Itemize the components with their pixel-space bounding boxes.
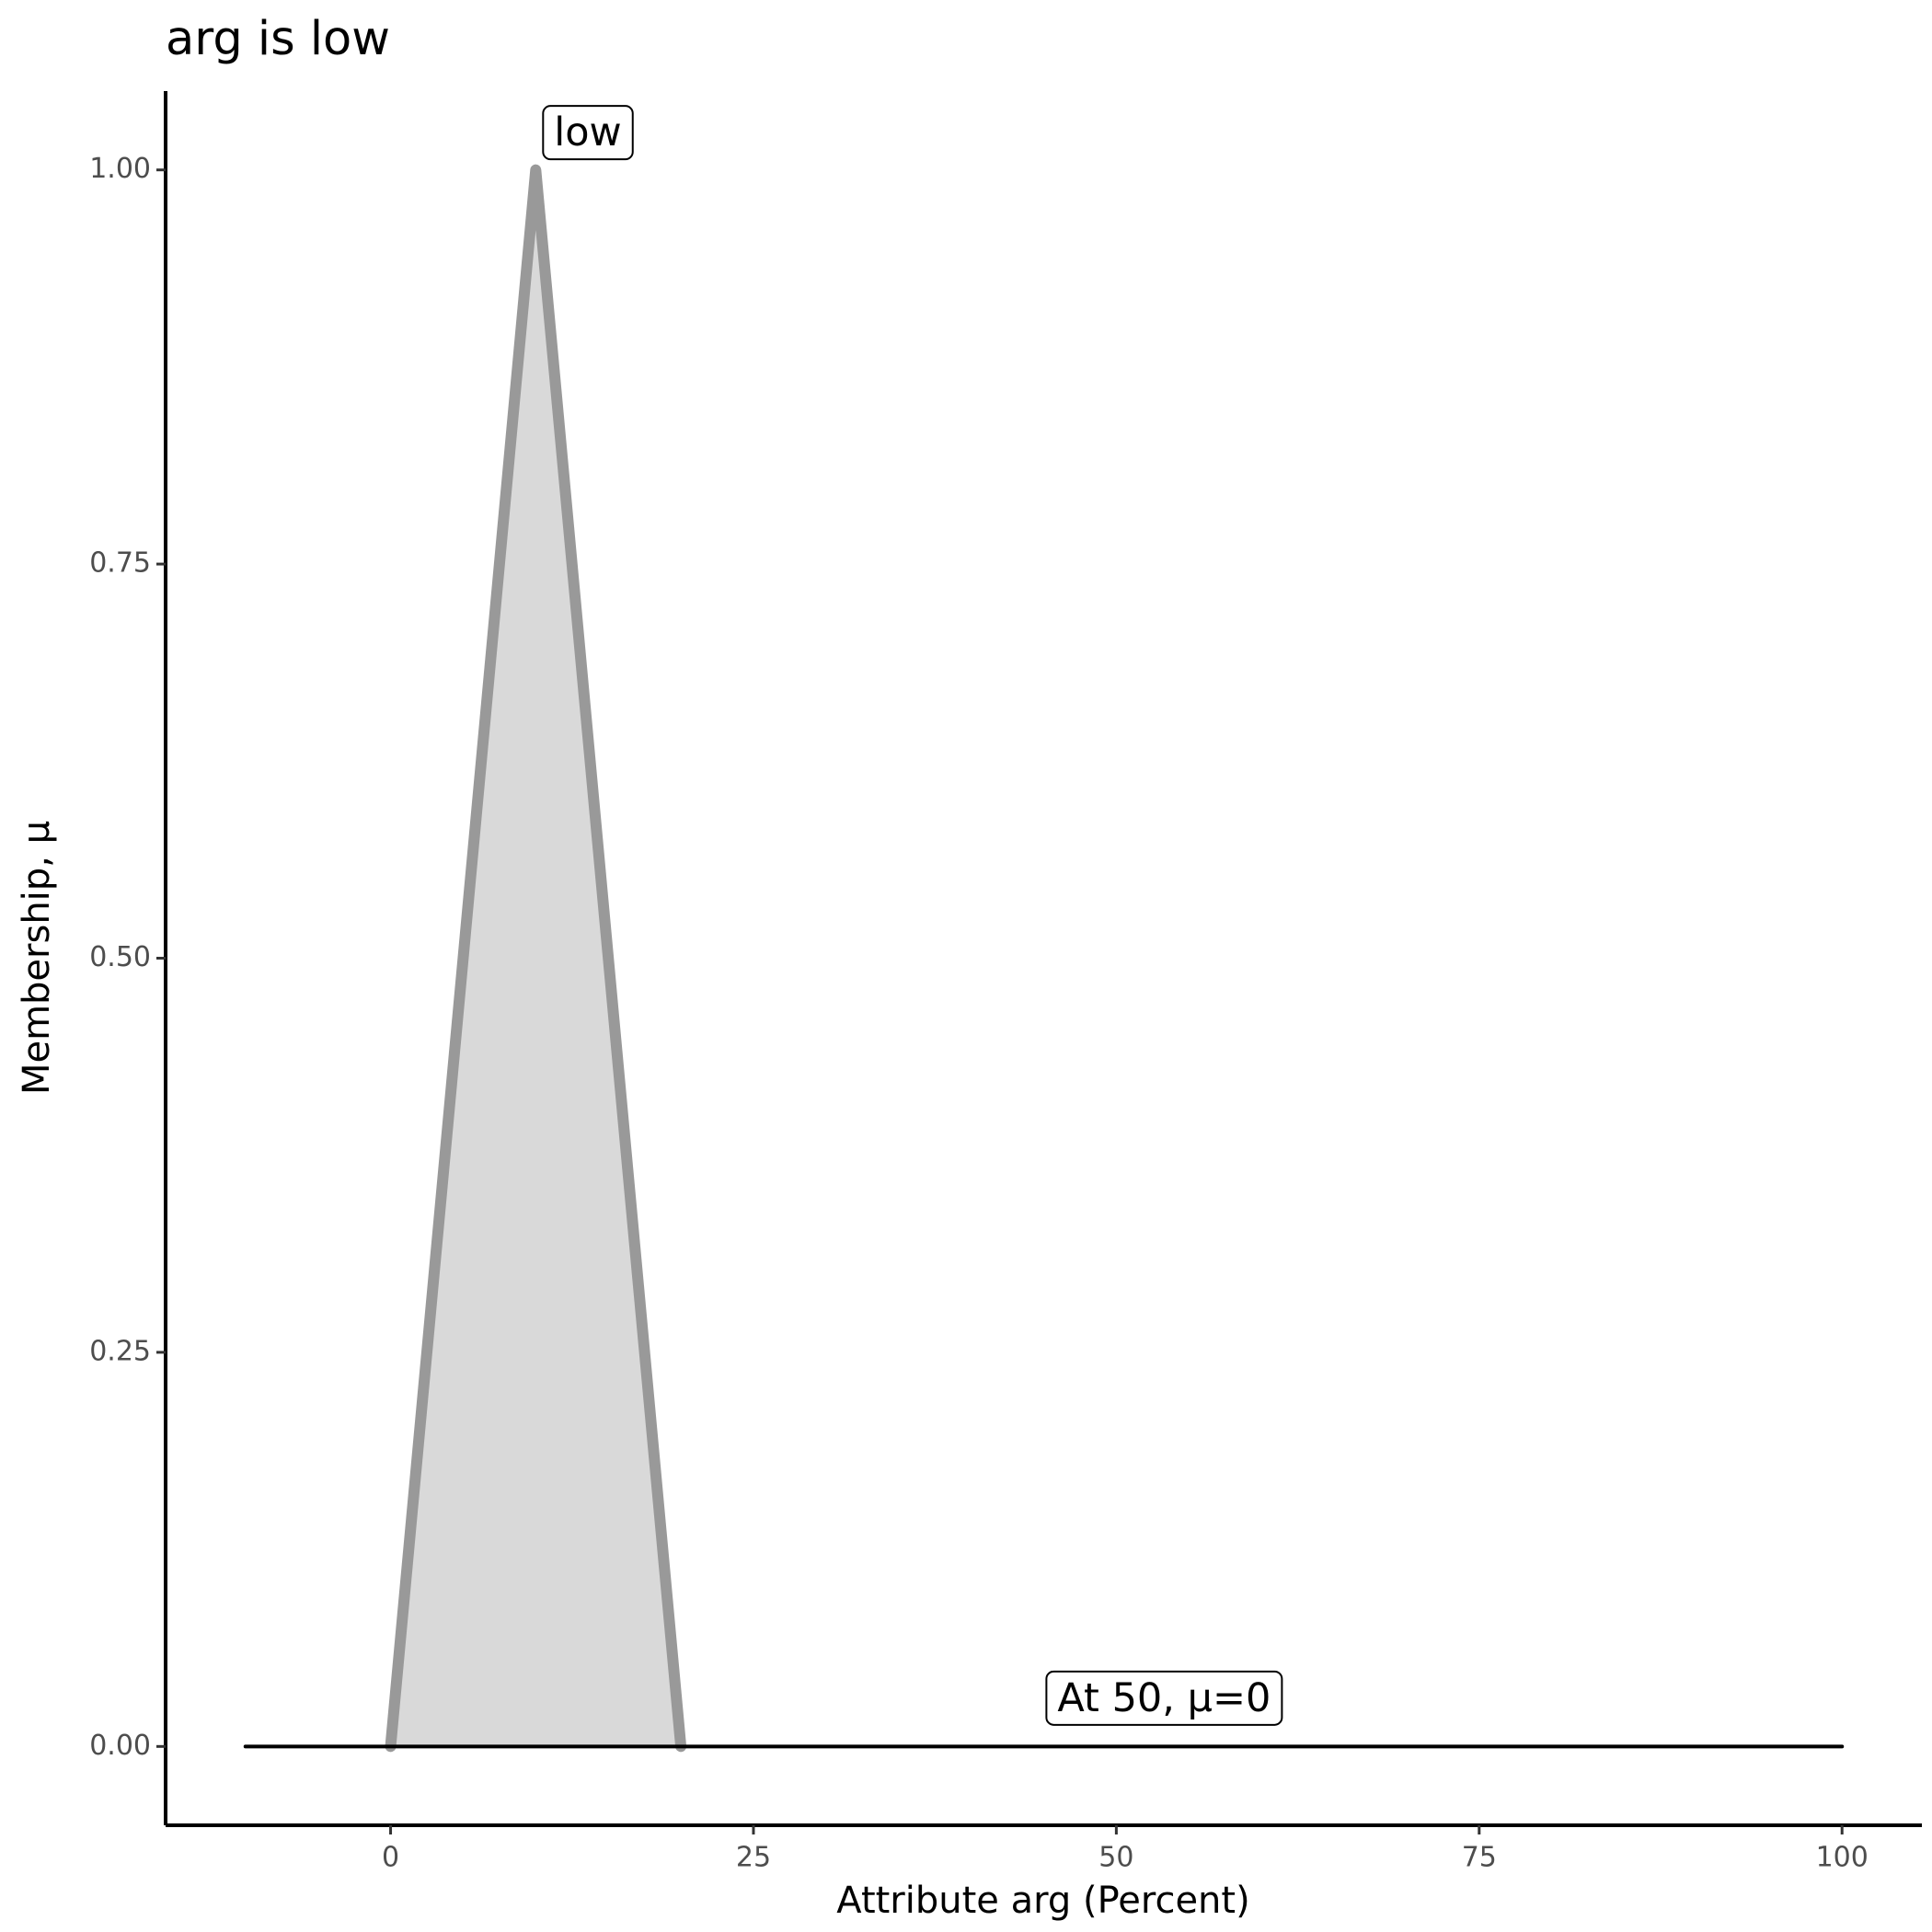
x-tick-label: 100 xyxy=(1816,1842,1869,1874)
annotation-box xyxy=(542,105,634,161)
annotation-box xyxy=(1045,1670,1283,1726)
y-tick-label: 0.25 xyxy=(89,1335,151,1367)
y-tick-label: 0.00 xyxy=(89,1730,151,1762)
y-tick-label: 0.75 xyxy=(89,547,151,580)
x-axis-title: Attribute arg (Percent) xyxy=(836,1880,1249,1922)
x-tick-label: 25 xyxy=(736,1842,771,1874)
y-tick-label: 0.50 xyxy=(89,941,151,973)
x-tick-label: 0 xyxy=(382,1842,399,1874)
x-tick-label: 50 xyxy=(1098,1842,1133,1874)
series-line xyxy=(385,164,687,1753)
chart-title: arg is low xyxy=(166,12,390,66)
y-axis-title: Membership, μ xyxy=(16,821,58,1095)
y-tick-label: 1.00 xyxy=(89,153,151,185)
x-tick-label: 75 xyxy=(1462,1842,1497,1874)
annotation: At 50, μ=0 xyxy=(1057,1675,1271,1721)
annotation: low xyxy=(554,109,621,155)
